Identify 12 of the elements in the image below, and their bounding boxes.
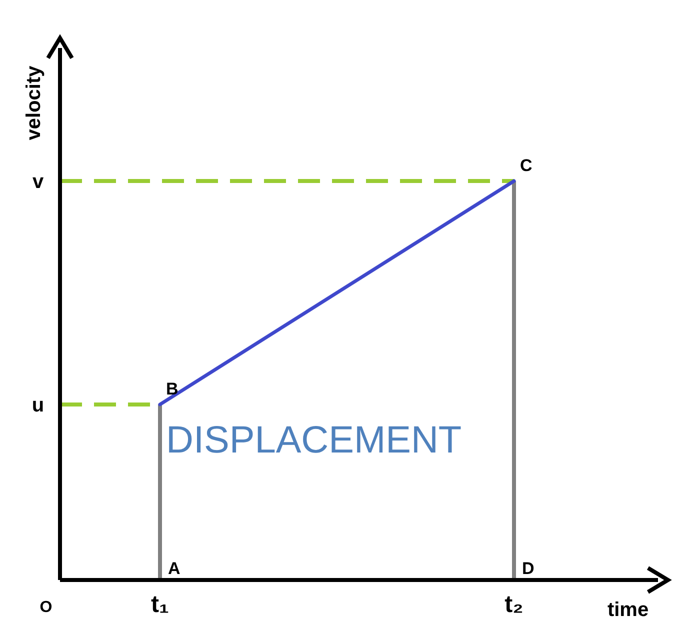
ref-line-label: u: [32, 394, 44, 416]
y-axis-title: velocity: [23, 64, 45, 140]
ref-line-label: v: [32, 171, 44, 193]
x-tick-label: t₁: [151, 591, 170, 618]
x-tick-label: t₂: [504, 591, 524, 618]
ref-line-label: A: [168, 559, 180, 578]
annotation: C: [520, 156, 532, 175]
text: O: [40, 599, 52, 616]
annotation: B: [166, 379, 178, 398]
x-axis-title: time: [607, 599, 649, 621]
ref-line-label: D: [522, 559, 534, 578]
annotation: DISPLACEMENT: [166, 419, 462, 462]
